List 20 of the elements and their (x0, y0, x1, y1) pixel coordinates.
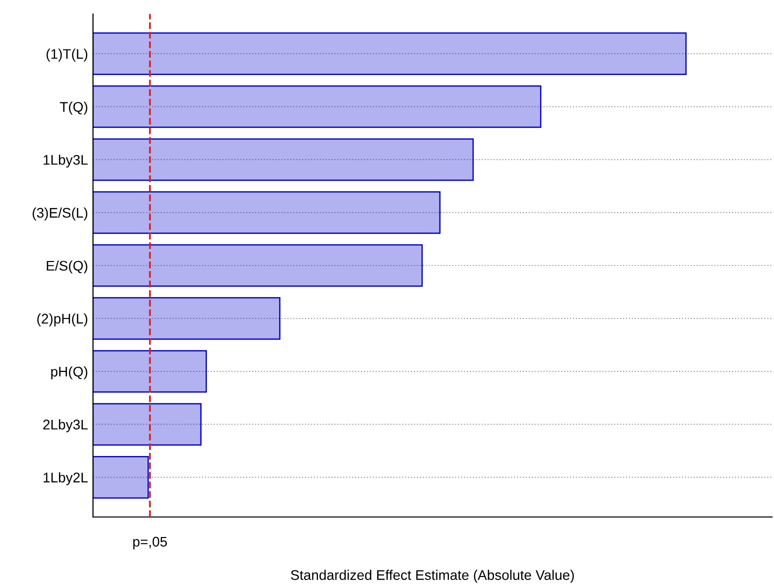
y-tick-label: E/S(Q) (46, 260, 88, 274)
y-tick-label: pH(Q) (51, 366, 88, 380)
bar (93, 138, 474, 181)
y-tick-label: (1)T(L) (46, 48, 88, 62)
bar (93, 456, 149, 499)
y-tick-label: (2)pH(L) (37, 313, 88, 326)
y-tick-label: T(Q) (60, 102, 88, 115)
bar (93, 350, 207, 393)
bar (93, 85, 542, 128)
y-tick-label: 2Lby3L (43, 419, 88, 432)
ref-line-label: p=,05 (133, 536, 167, 550)
bar (93, 244, 423, 287)
bar (93, 32, 687, 75)
x-axis-title: Standardized Effect Estimate (Absolute Value) (290, 570, 574, 583)
y-tick-label: 1Lby3L (44, 154, 88, 168)
y-tick-label: 1Lby2L (44, 472, 88, 486)
y-tick-label: (3)E/S(L) (32, 208, 88, 220)
bar (93, 403, 202, 446)
bar (93, 191, 441, 234)
bar (93, 297, 280, 340)
